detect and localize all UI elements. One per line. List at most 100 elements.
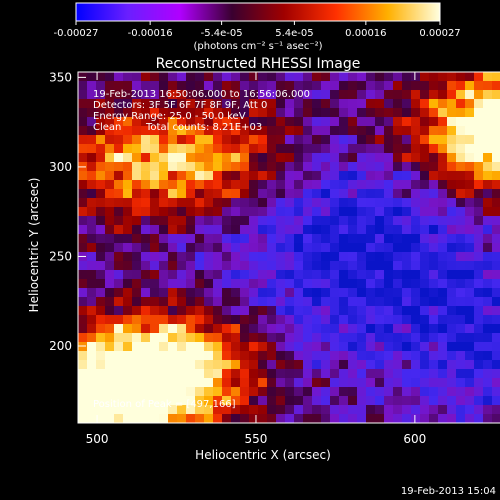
heatmap-cell (465, 216, 475, 226)
heatmap-cell (366, 198, 376, 208)
heatmap-cell (159, 405, 169, 415)
heatmap-cell (321, 117, 331, 127)
heatmap-cell (438, 81, 448, 91)
heatmap-cell (375, 171, 385, 181)
heatmap-cell (456, 324, 466, 334)
heatmap-cell (348, 207, 358, 217)
heatmap-cell (438, 99, 448, 109)
heatmap-cell (465, 369, 475, 379)
heatmap-cell (168, 99, 178, 109)
heatmap-cell (357, 324, 367, 334)
heatmap-cell (141, 270, 151, 280)
heatmap-cell (483, 117, 493, 127)
heatmap-cell (177, 315, 187, 325)
heatmap-cell (285, 225, 295, 235)
heatmap-cell (411, 126, 421, 136)
heatmap-cell (393, 180, 403, 190)
heatmap-cell (429, 225, 439, 235)
heatmap-cell (357, 207, 367, 217)
heatmap-cell (159, 261, 169, 271)
heatmap-cell (87, 243, 97, 253)
heatmap-cell (357, 270, 367, 280)
heatmap-cell (294, 234, 304, 244)
heatmap-cell (168, 342, 178, 352)
heatmap-cell (132, 162, 142, 172)
heatmap-cell (249, 306, 259, 316)
heatmap-cell (177, 396, 187, 406)
heatmap-cell (357, 351, 367, 361)
heatmap-cell (465, 405, 475, 415)
heatmap-cell (465, 162, 475, 172)
heatmap-cell (96, 297, 106, 307)
heatmap-cell (339, 126, 349, 136)
heatmap-cell (168, 396, 178, 406)
heatmap-cell (213, 99, 223, 109)
heatmap-cell (87, 378, 97, 388)
heatmap-cell (123, 405, 133, 415)
heatmap-cell (195, 216, 205, 226)
heatmap-cell (276, 333, 286, 343)
heatmap-cell (429, 414, 439, 423)
heatmap-cell (159, 396, 169, 406)
heatmap-cell (96, 216, 106, 226)
heatmap-cell (114, 189, 124, 199)
heatmap-cell (402, 351, 412, 361)
heatmap-cell (312, 198, 322, 208)
heatmap-cell (429, 369, 439, 379)
heatmap-cell (420, 261, 430, 271)
heatmap-cell (420, 171, 430, 181)
heatmap-cell (258, 72, 268, 82)
heatmap-cell (240, 135, 250, 145)
heatmap-cell (78, 333, 88, 343)
heatmap-cell (159, 387, 169, 397)
heatmap-cell (294, 333, 304, 343)
heatmap-cell (474, 279, 484, 289)
heatmap-cell (420, 297, 430, 307)
heatmap-cell (303, 81, 313, 91)
heatmap-cell (312, 378, 322, 388)
heatmap-cell (330, 243, 340, 253)
heatmap-cell (231, 126, 241, 136)
heatmap-cell (87, 72, 97, 82)
heatmap-cell (402, 171, 412, 181)
heatmap-cell (420, 324, 430, 334)
heatmap-cell (339, 333, 349, 343)
heatmap-cell (186, 189, 196, 199)
heatmap-cell (384, 333, 394, 343)
heatmap-cell (483, 279, 493, 289)
heatmap-cell (141, 387, 151, 397)
heatmap-cell (420, 135, 430, 145)
heatmap-cell (465, 135, 475, 145)
heatmap-cell (132, 198, 142, 208)
heatmap-cell (150, 189, 160, 199)
heatmap-cell (420, 108, 430, 118)
heatmap-cell (456, 261, 466, 271)
heatmap-cell (222, 81, 232, 91)
heatmap-cell (240, 297, 250, 307)
heatmap-cell (132, 171, 142, 181)
heatmap-cell (285, 72, 295, 82)
annotation-peak-position: Position of Peak = [497,166] (93, 399, 236, 410)
heatmap-cell (276, 252, 286, 262)
heatmap-cell (420, 369, 430, 379)
heatmap-cell (150, 405, 160, 415)
heatmap-cell (429, 396, 439, 406)
heatmap-cell (321, 261, 331, 271)
heatmap-cell (348, 234, 358, 244)
heatmap-cell (222, 198, 232, 208)
heatmap-cell (222, 135, 232, 145)
heatmap-cell (384, 225, 394, 235)
heatmap-cell (303, 198, 313, 208)
heatmap-cell (357, 306, 367, 316)
heatmap-cell (132, 324, 142, 334)
heatmap-cell (447, 279, 457, 289)
heatmap-cell (393, 135, 403, 145)
heatmap-cell (294, 198, 304, 208)
heatmap-cell (114, 108, 124, 118)
annotation-block: 19-Feb-2013 16:50:06.000 to 16:56:06.000… (93, 89, 310, 410)
heatmap-cell (492, 108, 500, 118)
heatmap-cell (258, 351, 268, 361)
heatmap-cell (321, 180, 331, 190)
heatmap-cell (249, 117, 259, 127)
heatmap-cell (456, 216, 466, 226)
